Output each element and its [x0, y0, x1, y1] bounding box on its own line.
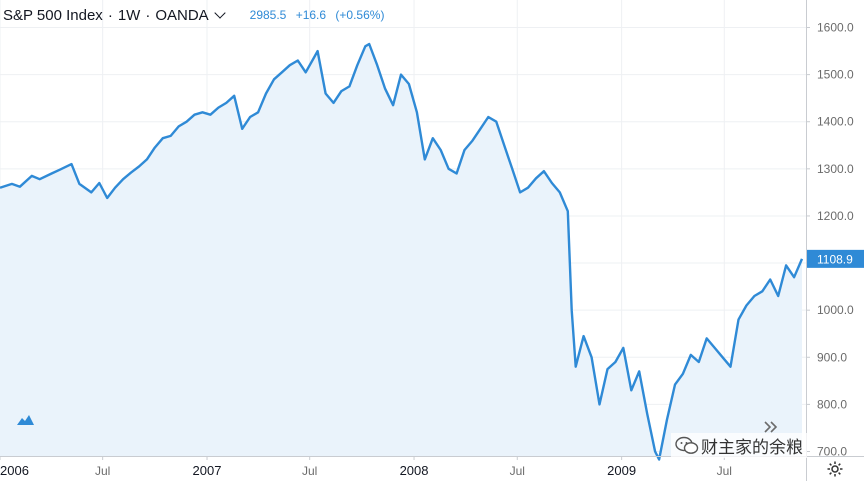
header-separator: · [145, 6, 151, 24]
x-tick-label: Jul [717, 464, 732, 478]
last-value-label: 1108.9 [817, 252, 853, 266]
price-change: +16.6 [295, 8, 327, 22]
interval-label: 1W [117, 6, 141, 24]
gear-icon [827, 461, 843, 477]
last-price: 2985.5 [249, 8, 287, 22]
tradingview-logo-icon[interactable] [10, 405, 40, 435]
source-label: OANDA [155, 6, 209, 24]
chart-header: S&P 500 Index · 1W · OANDA 2985.5 +16.6 … [0, 0, 390, 30]
y-tick-label: 1000.0 [817, 303, 854, 317]
y-tick-label: 1600.0 [817, 21, 854, 35]
y-tick-label: 1300.0 [817, 162, 854, 176]
y-tick-label: 1500.0 [817, 68, 854, 82]
y-tick-label: 1400.0 [817, 115, 854, 129]
quote-readout: 2985.5 +16.6 (+0.56%) [250, 8, 391, 22]
x-tick-label: 2009 [607, 463, 636, 478]
y-tick-label: 1200.0 [817, 209, 854, 223]
watermark: 财主家的余粮 [671, 433, 807, 458]
y-tick-label: 800.0 [817, 397, 847, 411]
double-chevron-right-icon [764, 421, 778, 433]
settings-button[interactable] [824, 458, 846, 480]
y-tick-label: 900.0 [817, 350, 847, 364]
y-tick-label: 700.0 [817, 445, 847, 459]
last-value-badge [807, 249, 864, 268]
x-tick-label: Jul [302, 464, 317, 478]
x-tick-label: 2008 [400, 463, 429, 478]
wechat-icon [673, 434, 701, 458]
symbol-name: S&P 500 Index [3, 6, 103, 24]
cloud-icon [17, 415, 34, 425]
x-tick-label: 2007 [193, 463, 222, 478]
series-line[interactable] [0, 42, 804, 461]
symbol-menu-button[interactable]: S&P 500 Index · 1W · OANDA [0, 6, 226, 24]
watermark-text: 财主家的余粮 [701, 438, 803, 457]
series-area [0, 44, 802, 460]
price-change-percent: (+0.56%) [335, 8, 385, 22]
x-tick-label: Jul [95, 464, 110, 478]
x-tick-label: Jul [510, 464, 525, 478]
x-tick-label: 2006 [0, 463, 29, 478]
scroll-to-latest-button[interactable] [760, 416, 782, 438]
chevron-down-icon [213, 7, 226, 19]
header-separator: · [107, 6, 113, 24]
